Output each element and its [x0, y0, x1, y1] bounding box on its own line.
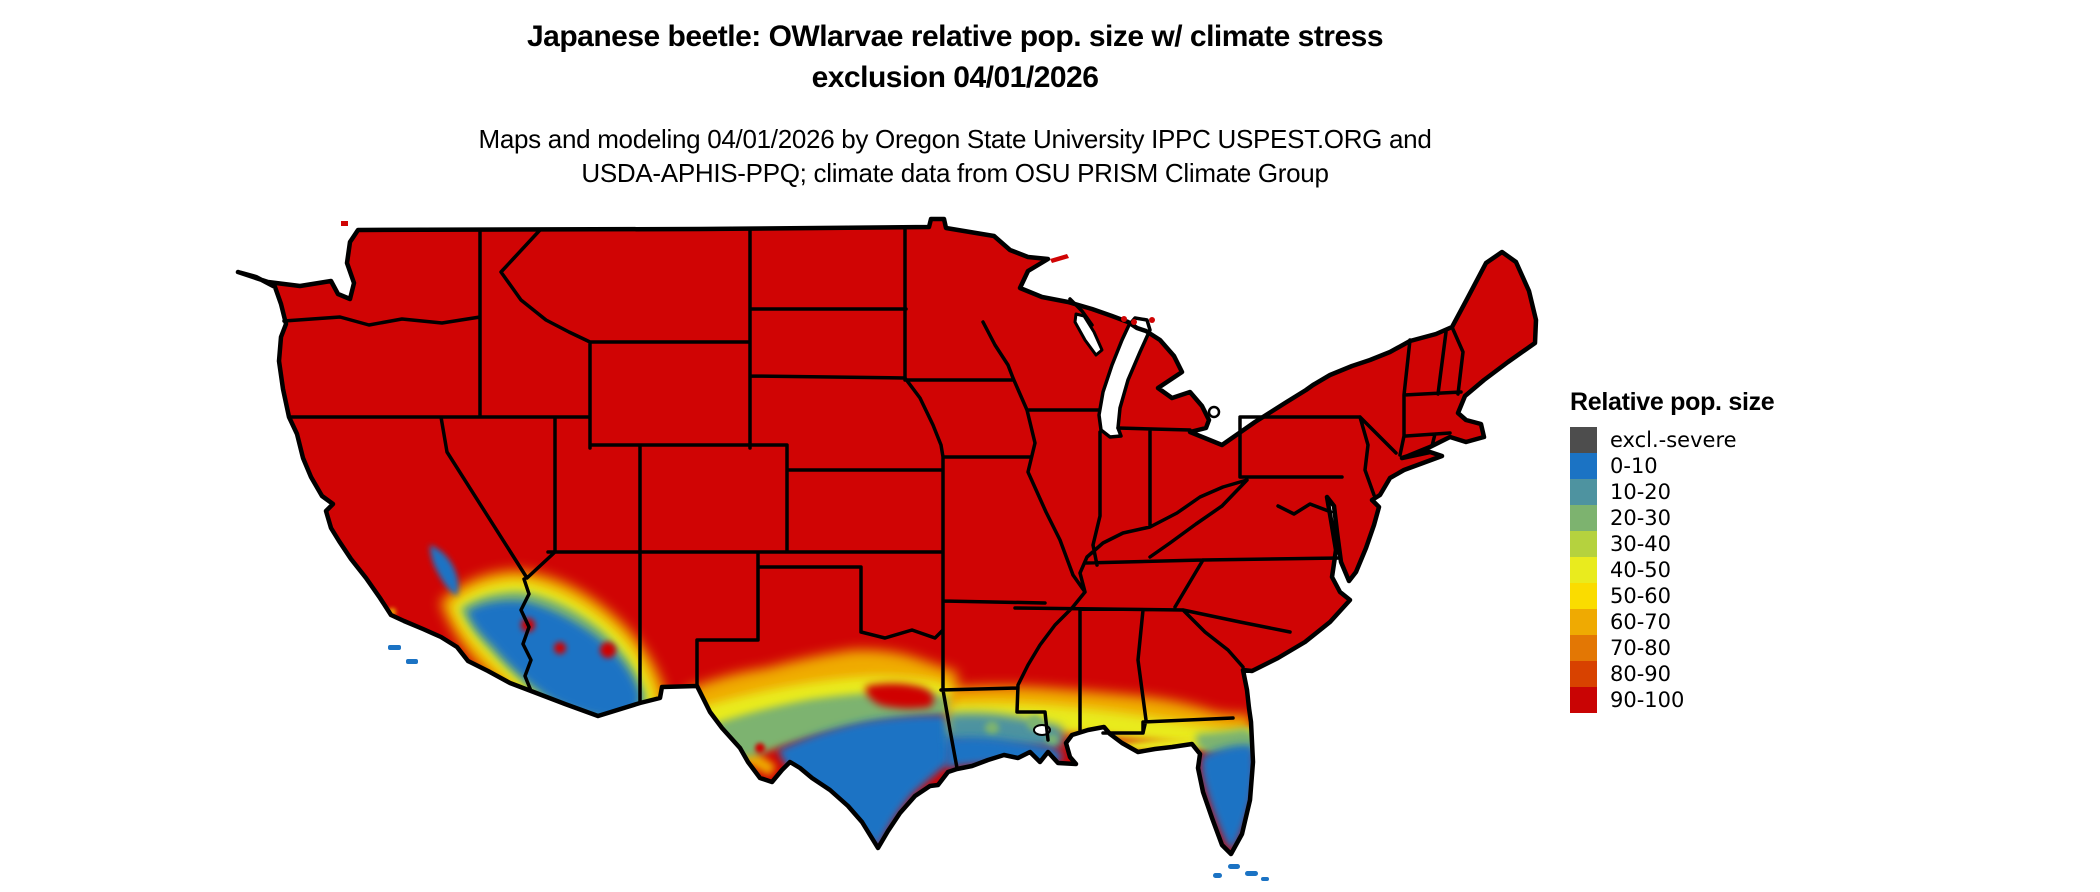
map-subtitle: Maps and modeling 04/01/2026 by Oregon S… — [150, 122, 1760, 190]
la-green-patch — [985, 721, 999, 735]
legend-swatch — [1570, 583, 1597, 609]
island-specks — [341, 221, 1269, 881]
legend-entry: 10-20 — [1570, 479, 1830, 505]
legend-entry-label: excl.-severe — [1610, 428, 1737, 452]
straits-island-speck — [1149, 317, 1155, 323]
legend-swatch — [1570, 427, 1597, 453]
legend-entry-label: 90-100 — [1610, 688, 1685, 712]
legend-entry-label: 50-60 — [1610, 584, 1672, 608]
map-title-line2: exclusion 04/01/2026 — [811, 61, 1099, 94]
region-central-valley-blue — [430, 545, 459, 596]
legend-entry: 60-70 — [1570, 609, 1830, 635]
florida-keys-speck — [1213, 873, 1222, 878]
legend-entry-label: 0-10 — [1610, 454, 1658, 478]
florida-keys-speck — [1245, 871, 1258, 876]
florida-keys-speck — [1228, 864, 1240, 869]
legend-swatch — [1570, 609, 1597, 635]
legend-entry: 80-90 — [1570, 661, 1830, 687]
state-borders — [282, 228, 1465, 770]
legend-swatch — [1570, 505, 1597, 531]
legend-entry: 70-80 — [1570, 635, 1830, 661]
legend-entry: 40-50 — [1570, 557, 1830, 583]
legend-entry-label: 40-50 — [1610, 558, 1672, 582]
map-subtitle-line2: USDA-APHIS-PPQ; climate data from OSU PR… — [581, 158, 1329, 188]
legend-swatch — [1570, 531, 1597, 557]
legend-swatch — [1570, 557, 1597, 583]
region-texas-green — [714, 692, 953, 761]
legend-swatch — [1570, 661, 1597, 687]
az-red-patch — [554, 642, 566, 654]
map-title-line1: Japanese beetle: OWlarvae relative pop. … — [526, 20, 1384, 53]
legend-entry: 20-30 — [1570, 505, 1830, 531]
lake-michigan — [1097, 316, 1152, 439]
straits-island-speck — [1131, 319, 1137, 325]
legend-entry-label: 20-30 — [1610, 506, 1672, 530]
legend-entry: 0-10 — [1570, 453, 1830, 479]
florida-keys-speck — [1261, 877, 1269, 881]
texas-red-speck — [755, 743, 765, 753]
az-red-patch — [600, 642, 616, 658]
region-florida-blue — [1200, 745, 1255, 851]
region-texas-blue — [778, 714, 953, 849]
puget-island-speck — [341, 221, 348, 226]
legend-swatch — [1570, 453, 1597, 479]
legend-entry: 30-40 — [1570, 531, 1830, 557]
legend-entry: 90-100 — [1570, 687, 1830, 713]
texas-red-pocket — [865, 683, 934, 709]
lake-st-clair — [1207, 405, 1221, 419]
legend-entry-label: 70-80 — [1610, 636, 1672, 660]
population-gradient-overlay — [363, 545, 1257, 851]
legend-entry-label: 60-70 — [1610, 610, 1672, 634]
channel-island-speck — [406, 659, 418, 664]
legend-entry-label: 30-40 — [1610, 532, 1672, 556]
legend-entry: 50-60 — [1570, 583, 1830, 609]
map-title: Japanese beetle: OWlarvae relative pop. … — [150, 16, 1760, 98]
legend-swatch — [1570, 635, 1597, 661]
legend-entry-label: 10-20 — [1610, 480, 1672, 504]
map-subtitle-line1: Maps and modeling 04/01/2026 by Oregon S… — [478, 124, 1432, 154]
legend-swatch — [1570, 687, 1597, 713]
legend-entry-label: 80-90 — [1610, 662, 1672, 686]
legend-title: Relative pop. size — [1570, 388, 1775, 416]
channel-island-speck — [388, 645, 401, 650]
legend-swatch — [1570, 479, 1597, 505]
isle-royale-speck — [1050, 254, 1069, 263]
region-southwest-blue — [468, 600, 640, 719]
legend-entries: excl.-severe 0-10 10-20 20-30 30-40 40-50 50-6… — [1570, 427, 1830, 713]
legend: Relative pop. size excl.-severe 0-10 10-20… — [1570, 388, 1830, 713]
straits-island-speck — [1121, 316, 1127, 322]
legend-entry: excl.-severe — [1570, 427, 1830, 453]
